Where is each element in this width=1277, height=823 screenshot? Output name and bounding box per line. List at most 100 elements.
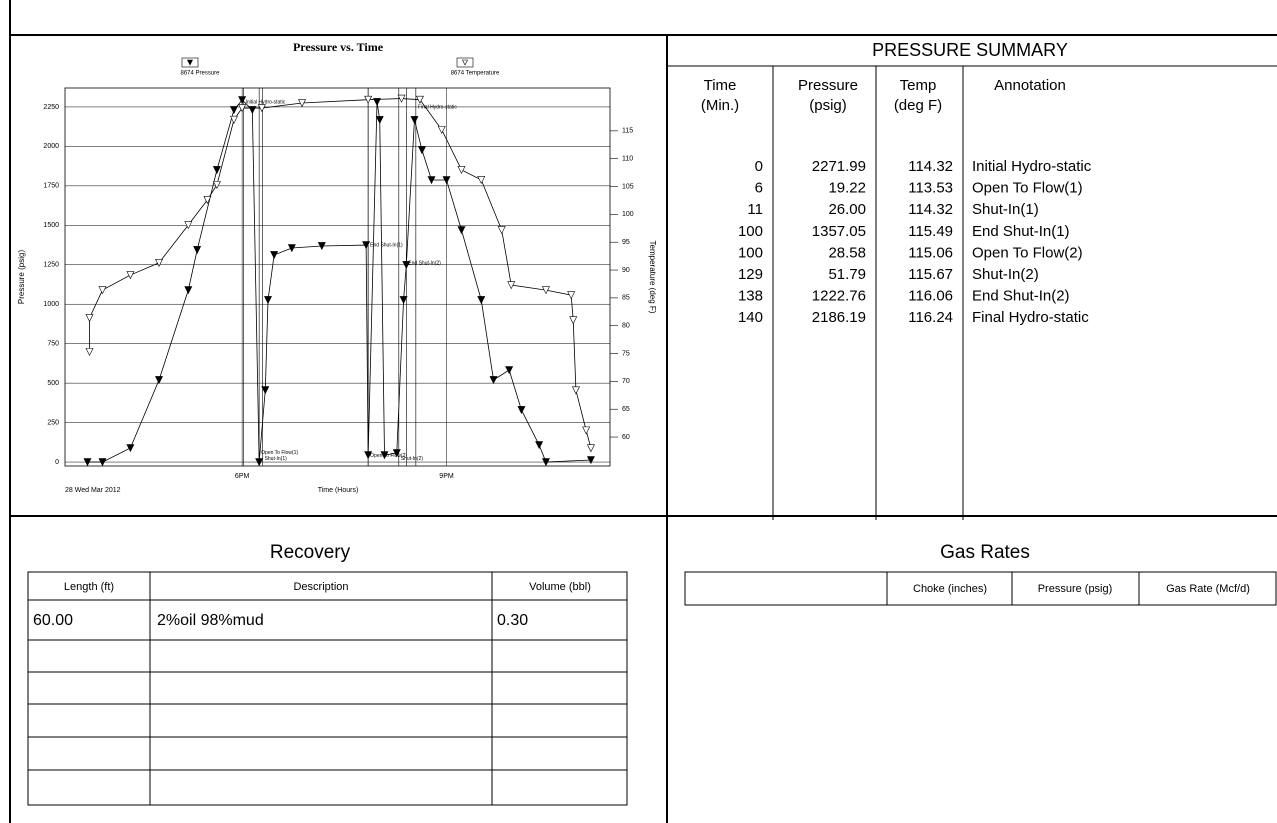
series-marker <box>229 115 238 124</box>
series-marker <box>238 104 247 113</box>
y2-tick-label: 100 <box>622 211 634 218</box>
series-marker <box>417 146 426 155</box>
gas-rates-header: Pressure (psig) <box>1038 583 1113 595</box>
summary-cell: 28.58 <box>828 244 866 261</box>
summary-header: Temp <box>900 77 937 94</box>
series-marker <box>238 96 247 105</box>
y2-tick-label: 80 <box>622 323 630 330</box>
x-tick-label: 9PM <box>439 473 454 480</box>
series-marker <box>477 176 486 185</box>
summary-cell: Shut-In(1) <box>972 201 1039 218</box>
series-marker <box>257 104 266 113</box>
frame <box>9 0 1277 823</box>
series-marker <box>212 166 221 175</box>
series-marker <box>427 176 436 185</box>
summary-cell: Open To Flow(2) <box>972 244 1083 261</box>
event-label: Shut-In(1) <box>265 456 288 462</box>
series-marker <box>442 176 451 185</box>
y-tick-label: 1750 <box>43 183 59 190</box>
series-marker <box>85 314 94 323</box>
series-marker <box>184 221 193 230</box>
y2-tick-label: 110 <box>622 156 633 163</box>
summary-cell: Initial Hydro-static <box>972 158 1092 175</box>
summary-cell: 100 <box>738 244 763 261</box>
summary-cell: 26.00 <box>828 201 866 218</box>
legend-label: 8674 Pressure <box>180 71 220 77</box>
series-marker <box>437 125 446 134</box>
series-marker <box>489 376 498 385</box>
y-tick-label: 0 <box>55 459 59 466</box>
summary-cell: 1222.76 <box>812 288 866 305</box>
y2-tick-label: 85 <box>622 295 630 302</box>
series-marker <box>212 181 221 190</box>
series-marker <box>415 95 424 104</box>
series-marker <box>193 246 202 255</box>
summary-cell: 115.49 <box>908 223 953 240</box>
series-marker <box>298 99 307 108</box>
y2-tick-label: 105 <box>622 183 634 190</box>
series-marker <box>229 106 238 115</box>
series-marker <box>364 451 373 460</box>
summary-cell: 100 <box>738 223 763 240</box>
summary-cell: 2186.19 <box>812 309 866 326</box>
summary-cell: 11 <box>747 201 763 218</box>
series-marker <box>477 296 486 305</box>
series-marker <box>203 196 212 205</box>
series-marker <box>517 406 526 415</box>
series-line <box>87 99 591 463</box>
series-marker <box>83 458 92 467</box>
series-marker <box>505 366 514 375</box>
event-label: Open To Flow(2) <box>370 453 407 459</box>
series-marker <box>541 458 550 467</box>
y2-tick-label: 90 <box>622 267 630 274</box>
recovery-cell: 0.30 <box>497 612 528 629</box>
series-marker <box>397 94 406 103</box>
summary-cell: Open To Flow(1) <box>972 180 1083 197</box>
series-marker <box>586 456 595 465</box>
series-marker <box>184 286 193 295</box>
event-label: Final Hydro-static <box>418 104 457 110</box>
series-marker <box>98 286 107 295</box>
summary-header: Pressure <box>798 77 858 94</box>
series-marker <box>567 291 576 300</box>
series-marker <box>364 95 373 104</box>
y-tick-label: 1000 <box>43 301 59 308</box>
y2-tick-label: 75 <box>622 350 630 357</box>
plot-frame <box>64 87 611 467</box>
y2-tick-label: 65 <box>622 406 630 413</box>
y-tick-label: 500 <box>47 380 59 387</box>
series-marker <box>255 458 264 467</box>
series-marker <box>126 271 135 280</box>
y-tick-label: 2250 <box>43 104 59 111</box>
y-axis-label: Pressure (psig) <box>17 250 26 305</box>
series-marker <box>248 106 257 115</box>
series-marker <box>535 441 544 450</box>
summary-cell: 138 <box>738 288 763 305</box>
series-marker <box>261 386 270 395</box>
summary-cell: 114.32 <box>908 201 953 218</box>
series-line <box>89 98 592 449</box>
chart-title: Pressure vs. Time <box>293 40 384 54</box>
summary-cell: 113.53 <box>908 180 953 197</box>
series-marker <box>586 444 595 453</box>
series-marker <box>380 451 389 460</box>
summary-header: (Min.) <box>701 97 739 114</box>
x-tick-label: 6PM <box>235 473 250 480</box>
summary-cell: 116.24 <box>908 309 953 326</box>
series-marker <box>541 286 550 295</box>
event-label: End Shut-In(1) <box>370 242 403 248</box>
summary-header: (deg F) <box>894 97 942 114</box>
summary-cell: 0 <box>755 158 763 175</box>
recovery-title: Recovery <box>270 542 351 563</box>
summary-cell: 115.67 <box>908 266 953 283</box>
series-marker <box>362 241 371 250</box>
series-marker <box>155 259 163 267</box>
y-tick-label: 1500 <box>43 222 59 229</box>
series-marker <box>155 376 163 385</box>
series-marker <box>317 242 326 251</box>
summary-cell: 6 <box>755 180 763 197</box>
x-axis-label: Time (Hours) <box>318 487 359 494</box>
series-marker <box>126 444 135 453</box>
gas-rates-title: Gas Rates <box>940 542 1030 563</box>
